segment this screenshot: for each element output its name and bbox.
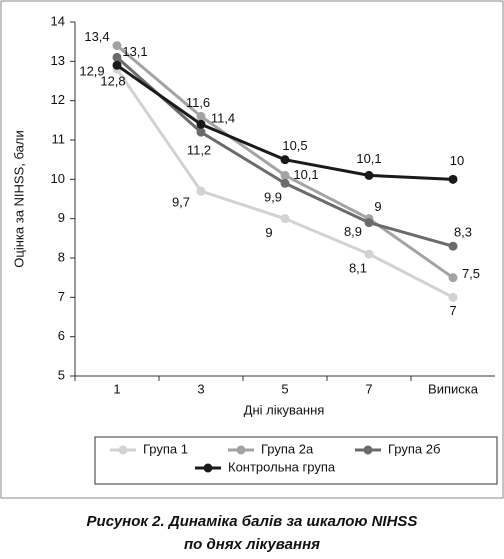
data-label: 7,5 <box>462 266 480 281</box>
point <box>448 241 458 251</box>
data-label: 8,3 <box>454 225 472 240</box>
data-label: 8,1 <box>349 261 367 276</box>
legend-label: Група 2б <box>388 441 440 456</box>
point <box>280 214 290 224</box>
legend-swatch <box>236 445 246 455</box>
point <box>448 174 458 184</box>
data-label: 10,5 <box>282 138 307 153</box>
caption: по днях лікування <box>184 536 320 553</box>
x-tick-label: 5 <box>281 381 288 396</box>
y-tick-label: 9 <box>58 210 65 225</box>
x-tick-label: Виписка <box>428 381 479 396</box>
y-tick-label: 12 <box>51 92 65 107</box>
y-tick-label: 14 <box>51 13 65 28</box>
y-tick-label: 11 <box>52 131 66 146</box>
data-label: 11,6 <box>186 95 210 110</box>
point <box>448 292 458 302</box>
legend-swatch <box>118 445 128 455</box>
legend-label: Група 1 <box>143 441 188 456</box>
point <box>364 218 374 228</box>
data-label: 8,9 <box>344 224 362 239</box>
data-label: 10 <box>450 153 464 168</box>
data-label: 9,7 <box>172 195 190 210</box>
point <box>112 41 122 51</box>
y-tick-label: 13 <box>51 53 65 68</box>
point <box>196 127 206 137</box>
data-label: 12,9 <box>79 64 104 79</box>
point <box>112 52 122 62</box>
legend <box>94 436 498 485</box>
data-label: 9,9 <box>264 190 282 205</box>
data-label: 7 <box>449 303 456 318</box>
y-tick-label: 8 <box>58 249 65 264</box>
y-axis-label: Оцінка за NIHSS, бали <box>11 130 26 267</box>
y-tick-label: 6 <box>58 328 65 343</box>
data-label: 9 <box>265 225 272 240</box>
point <box>448 273 458 283</box>
point <box>364 170 374 180</box>
point <box>196 119 206 129</box>
caption: Рисунок 2. Динаміка балів за шкалою NIHS… <box>87 513 418 530</box>
legend-swatch <box>203 463 213 473</box>
point <box>280 170 290 180</box>
x-tick-label: 1 <box>113 381 120 396</box>
point <box>280 155 290 165</box>
data-label: 12,8 <box>100 74 125 89</box>
data-label: 13,4 <box>84 29 109 44</box>
point <box>280 178 290 188</box>
legend-label: Група 2а <box>261 441 314 456</box>
data-label: 11,2 <box>187 143 211 158</box>
legend-swatch <box>363 445 373 455</box>
data-label: 10,1 <box>356 151 381 166</box>
x-tick-label: 7 <box>365 381 372 396</box>
frame <box>0 0 504 499</box>
x-tick-label: 3 <box>197 381 204 396</box>
x-axis-label: Дні лікування <box>244 402 325 417</box>
data-label: 9 <box>374 199 381 214</box>
data-label: 13,1 <box>122 44 147 59</box>
point <box>112 60 122 70</box>
y-tick-label: 5 <box>58 367 65 382</box>
point <box>196 111 206 121</box>
data-label: 10,1 <box>293 167 318 182</box>
data-label: 11,4 <box>211 111 235 126</box>
point <box>364 249 374 259</box>
y-tick-label: 7 <box>58 289 65 304</box>
legend-label: Контрольна група <box>228 459 336 474</box>
point <box>196 186 206 196</box>
y-tick-label: 10 <box>51 171 65 186</box>
